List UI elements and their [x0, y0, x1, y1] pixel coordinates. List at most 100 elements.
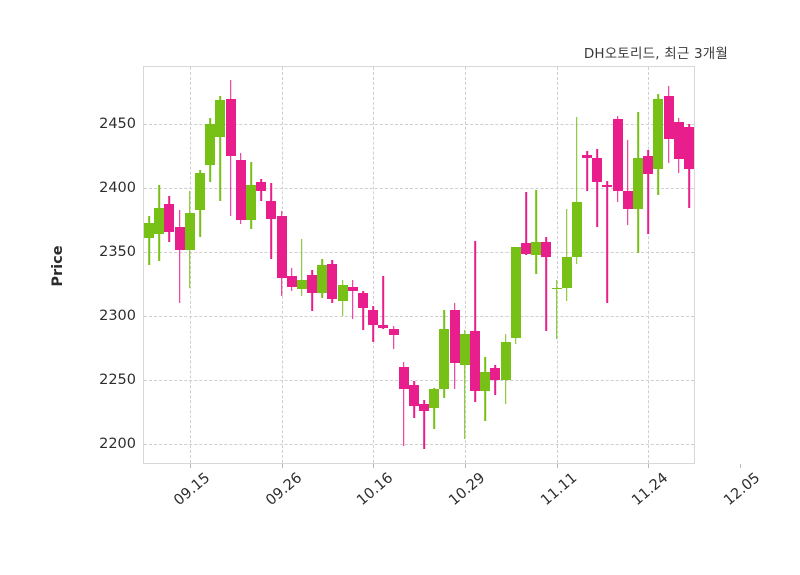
candle-wick — [382, 276, 385, 329]
y-axis-tick-label: 2400 — [99, 180, 136, 197]
candle-body — [439, 328, 450, 389]
candle-body — [653, 98, 664, 170]
y-axis-tick-label: 2200 — [99, 435, 136, 452]
gridline-horizontal — [144, 124, 694, 126]
candle-wick — [392, 326, 395, 350]
candle-body — [286, 276, 297, 287]
candle-body — [449, 309, 460, 364]
x-axis-tick-mark — [464, 464, 466, 468]
candle-body — [470, 331, 481, 392]
candle-wick — [423, 400, 425, 449]
candle-wick — [362, 290, 364, 331]
x-axis-tick-mark — [648, 464, 650, 468]
gridline-vertical — [556, 67, 558, 463]
candle-wick — [535, 189, 537, 274]
candle-wick — [596, 148, 599, 227]
candle-body — [643, 156, 654, 175]
candle-body — [184, 212, 195, 250]
gridline-horizontal — [144, 316, 694, 318]
candle-wick — [219, 96, 222, 202]
candle-body — [663, 96, 674, 139]
candle-body — [337, 285, 348, 301]
candle-body — [378, 325, 389, 328]
candle-body — [296, 280, 307, 290]
candle-wick — [565, 208, 568, 301]
candle-body — [144, 222, 155, 239]
candle-body — [673, 121, 684, 159]
candle-body — [154, 207, 165, 235]
candle-body — [256, 181, 267, 191]
candle-body — [164, 203, 175, 232]
candle-body — [531, 242, 542, 255]
candle-body — [520, 243, 531, 254]
x-axis-tick-mark — [189, 464, 191, 468]
candle-wick — [301, 239, 303, 296]
y-axis-tick-label: 2250 — [99, 371, 136, 388]
candle-body — [408, 385, 419, 406]
candle-body — [510, 247, 521, 338]
candle-body — [388, 328, 399, 336]
candle-body — [541, 242, 552, 258]
candle-body — [561, 257, 572, 288]
candle-body — [357, 293, 368, 309]
gridline-vertical — [648, 67, 650, 463]
chart-title: DH오토리드, 최근 3개월 — [583, 46, 728, 62]
candle-body — [632, 157, 643, 209]
y-axis-tick-labels: 2200 2250 2300 2350 2400 2450 — [60, 66, 136, 464]
gridline-horizontal — [144, 252, 694, 254]
gridline-horizontal — [144, 379, 694, 381]
y-axis-tick-label: 2450 — [99, 116, 136, 133]
candle-wick — [464, 330, 466, 439]
gridline-horizontal — [144, 188, 694, 190]
candle-wick — [586, 151, 588, 191]
candle-body — [317, 265, 328, 294]
x-axis-tick-label: 12.05 — [721, 470, 764, 509]
candle-wick — [494, 364, 497, 396]
candle-body — [276, 216, 287, 278]
x-axis-tick-marks — [143, 464, 741, 469]
candle-wick — [270, 183, 273, 259]
gridline-horizontal — [144, 443, 694, 445]
candle-body — [307, 275, 318, 294]
candle-body — [500, 341, 511, 380]
x-axis-tick-mark — [739, 464, 741, 468]
candle-body — [327, 263, 338, 300]
candle-body — [174, 226, 185, 250]
x-axis-tick-label: 11.11 — [537, 470, 580, 509]
candle-body — [266, 201, 277, 219]
x-axis-tick-label: 10.16 — [354, 470, 397, 509]
candle-body — [347, 286, 358, 291]
candle-wick — [545, 236, 548, 332]
x-axis-tick-labels: 09.15 09.26 10.16 10.29 11.11 11.24 12.05 — [143, 470, 763, 530]
candle-wick — [647, 150, 649, 235]
y-axis-tick-label: 2300 — [99, 308, 136, 325]
candle-body — [368, 309, 379, 326]
candle-body — [551, 287, 562, 290]
candle-body — [612, 119, 623, 191]
gridline-vertical — [373, 67, 375, 463]
candle-body — [235, 160, 246, 221]
candle-body — [622, 190, 633, 209]
candle-body — [215, 100, 226, 138]
x-axis-tick-mark — [556, 464, 558, 468]
x-axis-tick-label: 11.24 — [629, 470, 672, 509]
candle-wick — [351, 280, 354, 319]
x-axis-tick-mark — [373, 464, 375, 468]
candle-body — [582, 155, 593, 158]
candle-wick — [178, 210, 181, 304]
gridline-vertical — [464, 67, 466, 463]
candle-body — [592, 157, 603, 182]
candle-wick — [576, 116, 578, 264]
candle-wick — [606, 180, 609, 304]
candle-wick — [148, 216, 150, 265]
candle-wick — [433, 387, 436, 429]
candle-body — [429, 388, 440, 409]
plot-area — [143, 66, 695, 464]
x-axis-tick-label: 09.26 — [262, 470, 305, 509]
candle-body — [683, 127, 694, 170]
candle-body — [571, 202, 582, 258]
candle-body — [490, 368, 501, 380]
candle-wick — [474, 240, 476, 402]
candle-wick — [555, 280, 558, 340]
